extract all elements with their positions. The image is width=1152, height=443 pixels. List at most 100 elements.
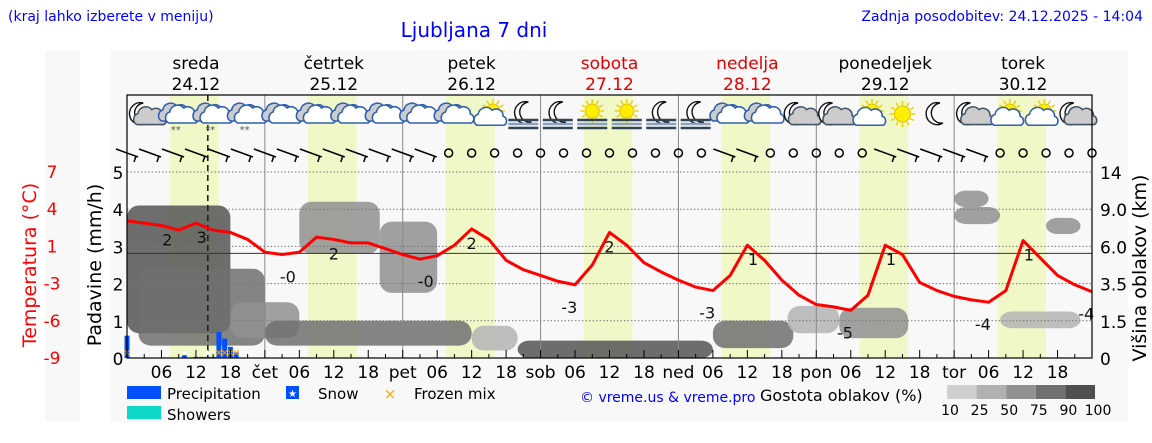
showers-swatch <box>127 406 161 419</box>
x-tick-label: 18 <box>220 363 242 383</box>
legend-precipitation: Precipitation <box>167 385 261 403</box>
day-name: sreda <box>172 54 219 74</box>
wind-calm-icon <box>604 148 615 158</box>
x-tick-label: 18 <box>357 363 379 383</box>
snow-star-icon: ★ <box>288 389 297 400</box>
wind-calm-icon <box>995 148 1005 158</box>
barb-shaft <box>368 148 391 158</box>
cloud-density-tick: 10 <box>941 403 959 419</box>
sun-ray <box>630 100 634 105</box>
wind-barb-icon <box>299 148 323 163</box>
location-hint[interactable]: (kraj lahko izberete v meniju) <box>8 9 214 25</box>
sun-disc <box>584 103 600 119</box>
snowflake-marks: ** <box>240 125 250 136</box>
right-tick: 0 <box>1100 350 1111 370</box>
wind-barb-icon <box>230 148 254 163</box>
cloud-shape <box>852 106 887 127</box>
cloud-shape <box>473 106 508 127</box>
barb-shaft <box>942 148 966 158</box>
x-tick-label: 12 <box>599 363 621 383</box>
temperature-label: 1 <box>748 250 758 269</box>
barb-shaft <box>896 148 920 158</box>
wind-barb-icon <box>414 148 437 163</box>
left-tick: 2 <box>113 276 124 296</box>
wind-calm-icon <box>811 148 822 158</box>
wind-barb-icon <box>184 148 208 163</box>
sun-fog-icon <box>611 99 642 130</box>
legend-snow: Snow <box>318 385 358 403</box>
cloud-density-tick: 75 <box>1030 403 1048 419</box>
x-tick-label: 12 <box>1012 363 1034 383</box>
x-tick-label: pet <box>389 363 417 383</box>
moon-fog-icon <box>508 100 539 130</box>
sun-ray <box>1003 100 1007 105</box>
right-tick: 6.0 <box>1100 238 1127 258</box>
temperature-label: -4 <box>1078 305 1094 324</box>
left-tick: 5 <box>113 164 124 184</box>
sun-ray <box>595 100 599 105</box>
barb-shaft <box>391 148 414 158</box>
x-tick-label: 12 <box>185 363 207 383</box>
sun-fog-icon <box>577 99 608 130</box>
barb-shaft <box>414 148 437 158</box>
wind-barb-icon <box>965 148 989 163</box>
temp-axis-label: Temperatura (°C) <box>19 183 41 348</box>
cloud-region <box>712 320 794 349</box>
credit-link[interactable]: © vreme.us & vreme.pro <box>580 390 755 406</box>
sun-cloud-icon <box>473 99 508 127</box>
cloud-shape <box>750 104 785 124</box>
sun-ray <box>865 100 869 105</box>
x-tick-label: pon <box>800 363 832 383</box>
cloud-region <box>839 307 909 339</box>
wind-calm-icon <box>1041 148 1051 158</box>
day-date: 29.12 <box>861 75 910 95</box>
cloud-shape <box>1063 105 1098 126</box>
cloud-icon <box>709 102 751 124</box>
sun-ray <box>909 117 915 122</box>
cloud-density-tick: 100 <box>1085 403 1112 419</box>
cloud-density-swatch <box>947 385 977 399</box>
barb-shaft <box>230 148 254 158</box>
temperature-label: -0 <box>418 272 434 291</box>
sun-ray <box>1016 104 1021 108</box>
barb-flag <box>225 155 229 163</box>
snow-swatch <box>286 386 299 399</box>
barb-flag <box>960 155 964 163</box>
wind-barb-icon <box>138 148 162 163</box>
day-date: 24.12 <box>172 75 221 95</box>
day-date: 25.12 <box>309 75 358 95</box>
x-tick-label: 18 <box>909 363 931 383</box>
right-tick: 3.5 <box>1100 276 1127 296</box>
cloud-shape <box>990 106 1025 127</box>
sun-ray <box>1047 100 1051 105</box>
barb-shaft <box>736 148 759 158</box>
sun-cloud-icon <box>852 99 887 127</box>
cloud-region <box>264 320 472 346</box>
x-tick-label: sob <box>526 363 556 383</box>
frozen-mix-marker: × <box>232 346 241 359</box>
temperature-label: 3 <box>197 228 207 247</box>
snowflake-marks: ** <box>171 125 181 136</box>
wind-barb-icon <box>276 148 300 163</box>
barb-flag <box>271 155 275 163</box>
sun-ray <box>906 102 910 107</box>
x-tick-label: 18 <box>771 363 793 383</box>
barb-shaft <box>345 148 369 158</box>
wind-calm-icon <box>673 148 684 158</box>
cloud-icon <box>295 102 337 124</box>
wind-calm-icon <box>535 148 546 158</box>
temperature-label: 2 <box>329 244 339 263</box>
left-tick: 3 <box>113 238 124 258</box>
wind-barb-icon <box>713 148 736 163</box>
precipitation-swatch <box>127 386 161 399</box>
left-tick: 4 <box>113 201 124 221</box>
barb-flag <box>386 155 390 163</box>
right-tick: 1.5 <box>1100 313 1127 333</box>
sun-ray <box>620 100 624 105</box>
barb-shaft <box>322 148 346 158</box>
cloud-icon <box>330 102 372 124</box>
cloud-snow-icon: ** <box>192 102 234 136</box>
moon-cloud-icon <box>128 101 168 126</box>
cloud-region <box>954 190 989 207</box>
wind-calm-icon <box>627 148 638 158</box>
